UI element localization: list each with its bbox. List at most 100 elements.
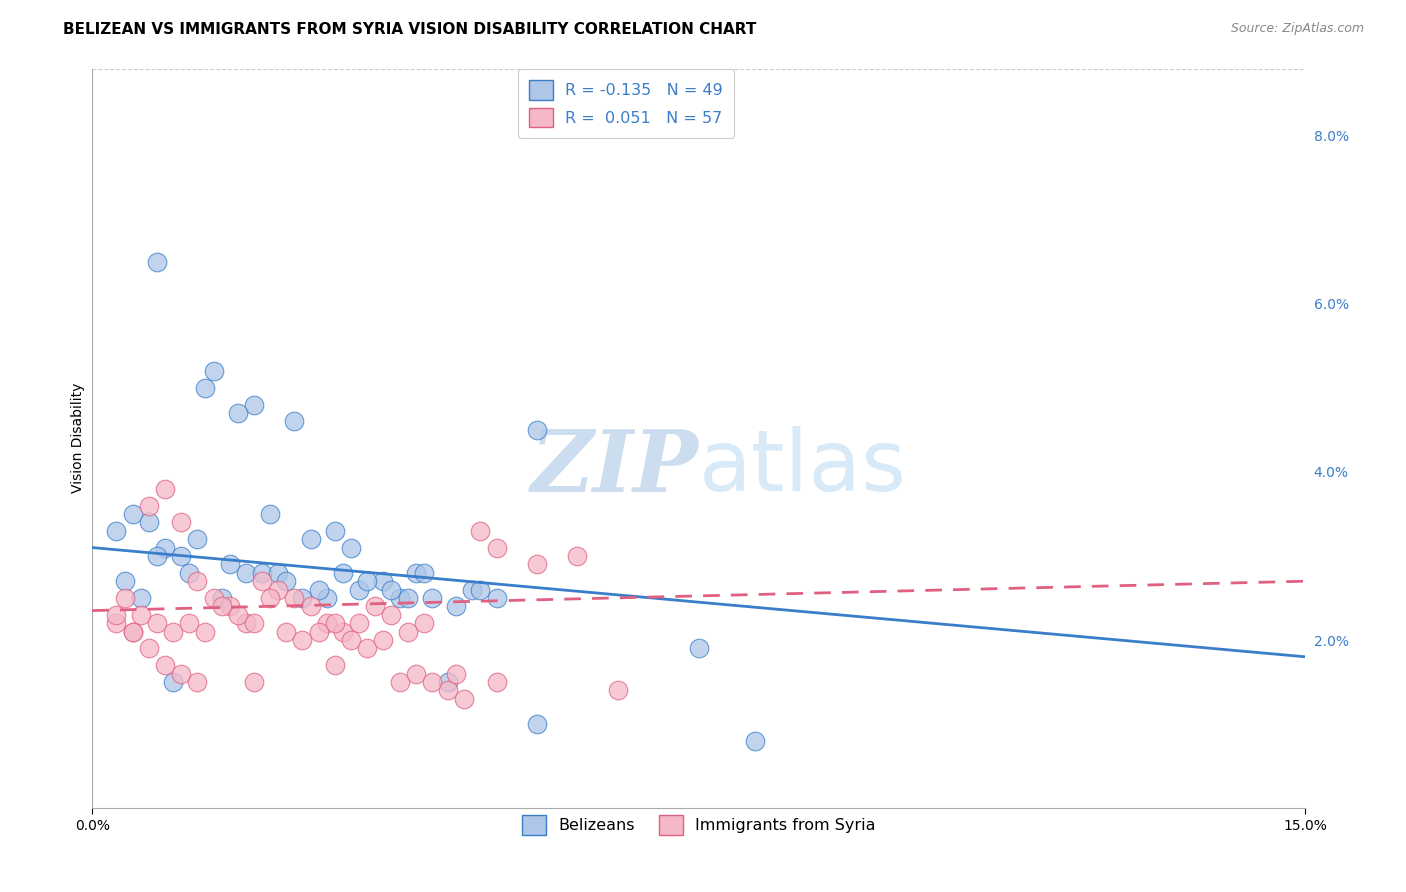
- Point: [315, 616, 337, 631]
- Point: [470, 582, 492, 597]
- Legend: Belizeans, Immigrants from Syria: Belizeans, Immigrants from Syria: [512, 805, 886, 845]
- Point: [129, 607, 152, 622]
- Point: [226, 406, 249, 420]
- Point: [461, 582, 484, 597]
- Point: [356, 641, 378, 656]
- Point: [308, 624, 330, 639]
- Point: [259, 591, 281, 605]
- Point: [396, 624, 419, 639]
- Point: [405, 566, 427, 580]
- Point: [388, 675, 411, 690]
- Point: [218, 599, 240, 614]
- Point: [153, 541, 176, 555]
- Point: [121, 507, 143, 521]
- Point: [688, 641, 710, 656]
- Point: [323, 616, 346, 631]
- Point: [202, 364, 225, 378]
- Point: [283, 591, 305, 605]
- Point: [332, 566, 354, 580]
- Point: [250, 566, 273, 580]
- Point: [211, 599, 233, 614]
- Point: [138, 641, 160, 656]
- Point: [340, 633, 363, 648]
- Point: [437, 683, 460, 698]
- Point: [299, 532, 322, 546]
- Point: [291, 591, 314, 605]
- Point: [153, 482, 176, 496]
- Point: [186, 532, 208, 546]
- Point: [146, 549, 169, 563]
- Point: [218, 558, 240, 572]
- Point: [444, 666, 467, 681]
- Point: [526, 558, 548, 572]
- Point: [194, 381, 217, 395]
- Point: [146, 255, 169, 269]
- Point: [526, 423, 548, 437]
- Text: Source: ZipAtlas.com: Source: ZipAtlas.com: [1230, 22, 1364, 36]
- Y-axis label: Vision Disability: Vision Disability: [72, 384, 86, 493]
- Point: [146, 616, 169, 631]
- Point: [170, 666, 193, 681]
- Point: [114, 591, 136, 605]
- Point: [259, 507, 281, 521]
- Point: [412, 616, 434, 631]
- Point: [226, 607, 249, 622]
- Point: [179, 566, 201, 580]
- Point: [323, 524, 346, 538]
- Point: [114, 574, 136, 589]
- Point: [412, 566, 434, 580]
- Point: [186, 574, 208, 589]
- Point: [308, 582, 330, 597]
- Point: [202, 591, 225, 605]
- Point: [380, 582, 402, 597]
- Point: [347, 616, 370, 631]
- Point: [276, 624, 298, 639]
- Point: [485, 591, 508, 605]
- Point: [299, 599, 322, 614]
- Point: [105, 607, 128, 622]
- Point: [396, 591, 419, 605]
- Point: [606, 683, 628, 698]
- Point: [567, 549, 589, 563]
- Point: [485, 541, 508, 555]
- Point: [138, 516, 160, 530]
- Point: [179, 616, 201, 631]
- Point: [162, 675, 184, 690]
- Point: [243, 616, 266, 631]
- Point: [388, 591, 411, 605]
- Point: [453, 691, 475, 706]
- Point: [405, 666, 427, 681]
- Point: [267, 566, 290, 580]
- Point: [235, 566, 257, 580]
- Point: [138, 499, 160, 513]
- Point: [444, 599, 467, 614]
- Point: [194, 624, 217, 639]
- Point: [211, 591, 233, 605]
- Text: ZIP: ZIP: [531, 426, 699, 509]
- Text: atlas: atlas: [699, 426, 907, 509]
- Point: [420, 675, 443, 690]
- Point: [121, 624, 143, 639]
- Point: [153, 658, 176, 673]
- Point: [420, 591, 443, 605]
- Point: [340, 541, 363, 555]
- Point: [356, 574, 378, 589]
- Point: [243, 675, 266, 690]
- Point: [437, 675, 460, 690]
- Point: [235, 616, 257, 631]
- Point: [105, 616, 128, 631]
- Point: [267, 582, 290, 597]
- Point: [373, 633, 395, 648]
- Point: [186, 675, 208, 690]
- Point: [470, 524, 492, 538]
- Point: [347, 582, 370, 597]
- Point: [315, 591, 337, 605]
- Point: [105, 524, 128, 538]
- Point: [744, 734, 766, 748]
- Point: [170, 516, 193, 530]
- Point: [323, 658, 346, 673]
- Point: [162, 624, 184, 639]
- Point: [291, 633, 314, 648]
- Point: [276, 574, 298, 589]
- Point: [243, 398, 266, 412]
